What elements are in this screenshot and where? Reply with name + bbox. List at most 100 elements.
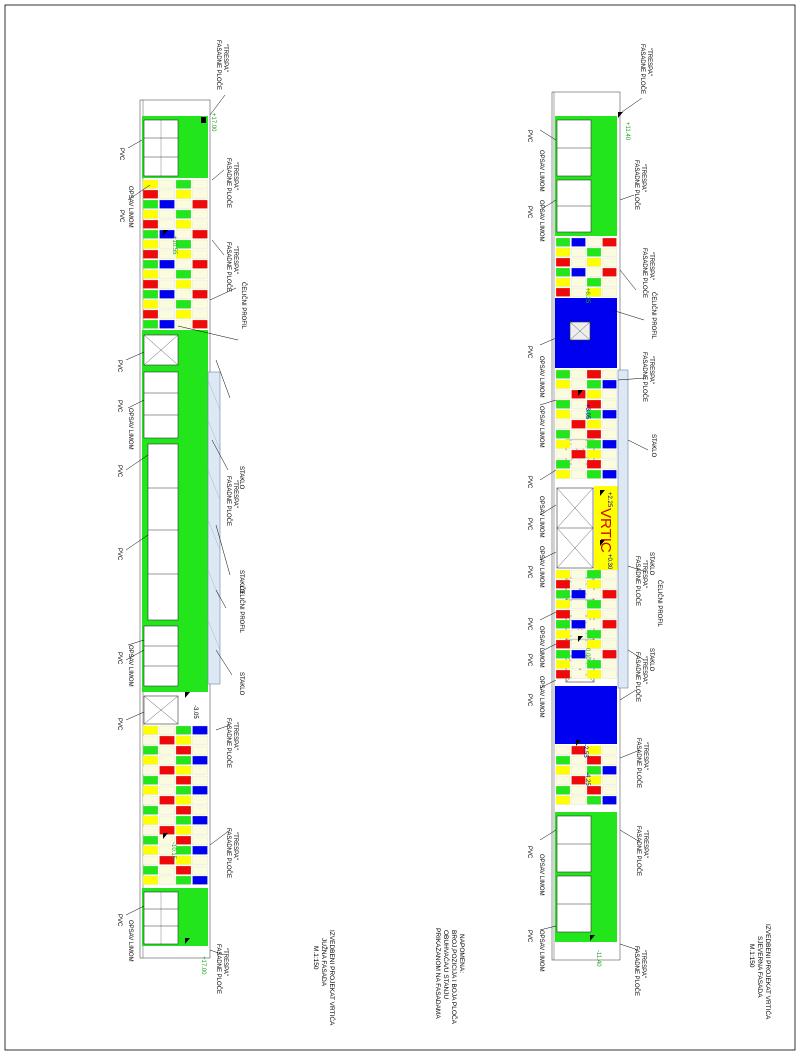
trespa-tile	[142, 745, 159, 755]
trespa-tile	[159, 795, 175, 805]
svg-text:PVC: PVC	[526, 130, 532, 143]
svg-text:"TRESPA": "TRESPA"	[222, 44, 228, 72]
trespa-tile	[142, 259, 159, 269]
trespa-tile	[142, 865, 159, 875]
trespa-tile	[192, 279, 208, 289]
trespa-tile	[586, 277, 602, 287]
trespa-tile	[555, 659, 571, 669]
trespa-tile	[159, 309, 175, 319]
trespa-tile	[159, 765, 175, 775]
trespa-tile	[142, 239, 159, 249]
trespa-tile	[571, 619, 586, 629]
svg-text:PVC: PVC	[116, 360, 122, 373]
trespa-tile	[555, 569, 571, 579]
svg-text:PVC: PVC	[526, 476, 532, 489]
svg-text:PVC: PVC	[526, 206, 532, 219]
trespa-tile	[175, 795, 192, 805]
svg-text:FASADNE PLOČE: FASADNE PLOČE	[633, 160, 640, 210]
trespa-tile	[555, 287, 571, 297]
trespa-tile	[192, 845, 208, 855]
svg-text:"TRESPA": "TRESPA"	[640, 950, 646, 978]
trespa-tile	[555, 429, 571, 439]
trespa-tile	[586, 409, 602, 419]
trespa-tile	[571, 589, 586, 599]
trespa-tile	[571, 267, 586, 277]
trespa-tile	[555, 449, 571, 459]
trespa-tile	[602, 589, 617, 599]
trespa-tile	[192, 259, 208, 269]
trespa-tile	[555, 609, 571, 619]
trespa-tile	[555, 379, 571, 389]
trespa-tile	[571, 609, 586, 619]
trespa-tile	[192, 855, 208, 865]
trespa-tile	[586, 659, 602, 669]
trespa-tile	[142, 289, 159, 299]
trespa-tile	[175, 835, 192, 845]
trespa-tile	[175, 755, 192, 765]
annotations-south: "TRESPA" FASADNE PLOČE PVC OPSAV LIMOM P…	[116, 40, 247, 994]
trespa-tile	[571, 429, 586, 439]
trespa-tile	[142, 775, 159, 785]
trespa-tile	[586, 369, 602, 379]
pvc-window	[556, 119, 592, 177]
trespa-tile	[602, 619, 617, 629]
trespa-tile	[192, 835, 208, 845]
svg-text:-2.55: -2.55	[582, 744, 588, 758]
trespa-tile	[159, 725, 175, 735]
trespa-tile	[192, 825, 208, 835]
trespa-tile	[175, 269, 192, 279]
svg-text:STAKLO: STAKLO	[650, 434, 656, 458]
trespa-tile	[571, 459, 586, 469]
svg-text:OPSAV LIMOM: OPSAV LIMOM	[538, 854, 544, 896]
trespa-tile	[555, 775, 571, 785]
svg-text:FASADNE PLOČE: FASADNE PLOČE	[225, 718, 232, 768]
trespa-tile	[142, 805, 159, 815]
trespa-tile	[159, 805, 175, 815]
svg-text:"TRESPA": "TRESPA"	[641, 560, 647, 588]
trespa-tile	[555, 649, 571, 659]
trespa-tile	[175, 249, 192, 259]
trespa-tile	[175, 279, 192, 289]
svg-text:"TRESPA": "TRESPA"	[642, 830, 648, 858]
trespa-tile	[175, 189, 192, 199]
trespa-tile	[192, 785, 208, 795]
svg-text:FASADNE PLOČE: FASADNE PLOČE	[641, 248, 648, 298]
trespa-tile	[555, 267, 571, 277]
trespa-tile	[159, 249, 175, 259]
trespa-tile	[555, 669, 571, 679]
trespa-tile	[159, 775, 175, 785]
trespa-tile	[175, 299, 192, 309]
trespa-tile	[571, 257, 586, 267]
svg-text:PVC: PVC	[116, 652, 122, 665]
trespa-tile	[159, 745, 175, 755]
trespa-tile	[571, 247, 586, 257]
trespa-tile	[571, 775, 586, 785]
trespa-tile	[142, 299, 159, 309]
trespa-tile	[555, 277, 571, 287]
pvc-window	[147, 443, 179, 621]
trespa-tile	[586, 257, 602, 267]
trespa-tile	[602, 449, 617, 459]
svg-text:OPSAV LIMOM: OPSAV LIMOM	[538, 626, 544, 668]
svg-text:OPSAV LIMOM: OPSAV LIMOM	[538, 546, 544, 588]
trespa-tile	[159, 865, 175, 875]
svg-text:PVC: PVC	[526, 346, 532, 359]
trespa-tile	[571, 439, 586, 449]
trespa-tile	[555, 409, 571, 419]
svg-text:FASADNE PLOČE: FASADNE PLOČE	[639, 44, 646, 94]
trespa-tile	[192, 735, 208, 745]
trespa-tile	[142, 199, 159, 209]
trespa-tile	[192, 199, 208, 209]
svg-text:STAKLO: STAKLO	[648, 648, 654, 672]
trespa-tile	[142, 835, 159, 845]
north-facade: VRTIC	[526, 44, 773, 1020]
trespa-tile	[192, 815, 208, 825]
trespa-tile	[175, 319, 192, 329]
trespa-tile	[159, 179, 175, 189]
trespa-tile	[586, 775, 602, 785]
trespa-tile	[142, 825, 159, 835]
svg-text:-10.15: -10.15	[170, 842, 176, 860]
trespa-tile	[175, 785, 192, 795]
trespa-tile-grid	[555, 237, 617, 297]
